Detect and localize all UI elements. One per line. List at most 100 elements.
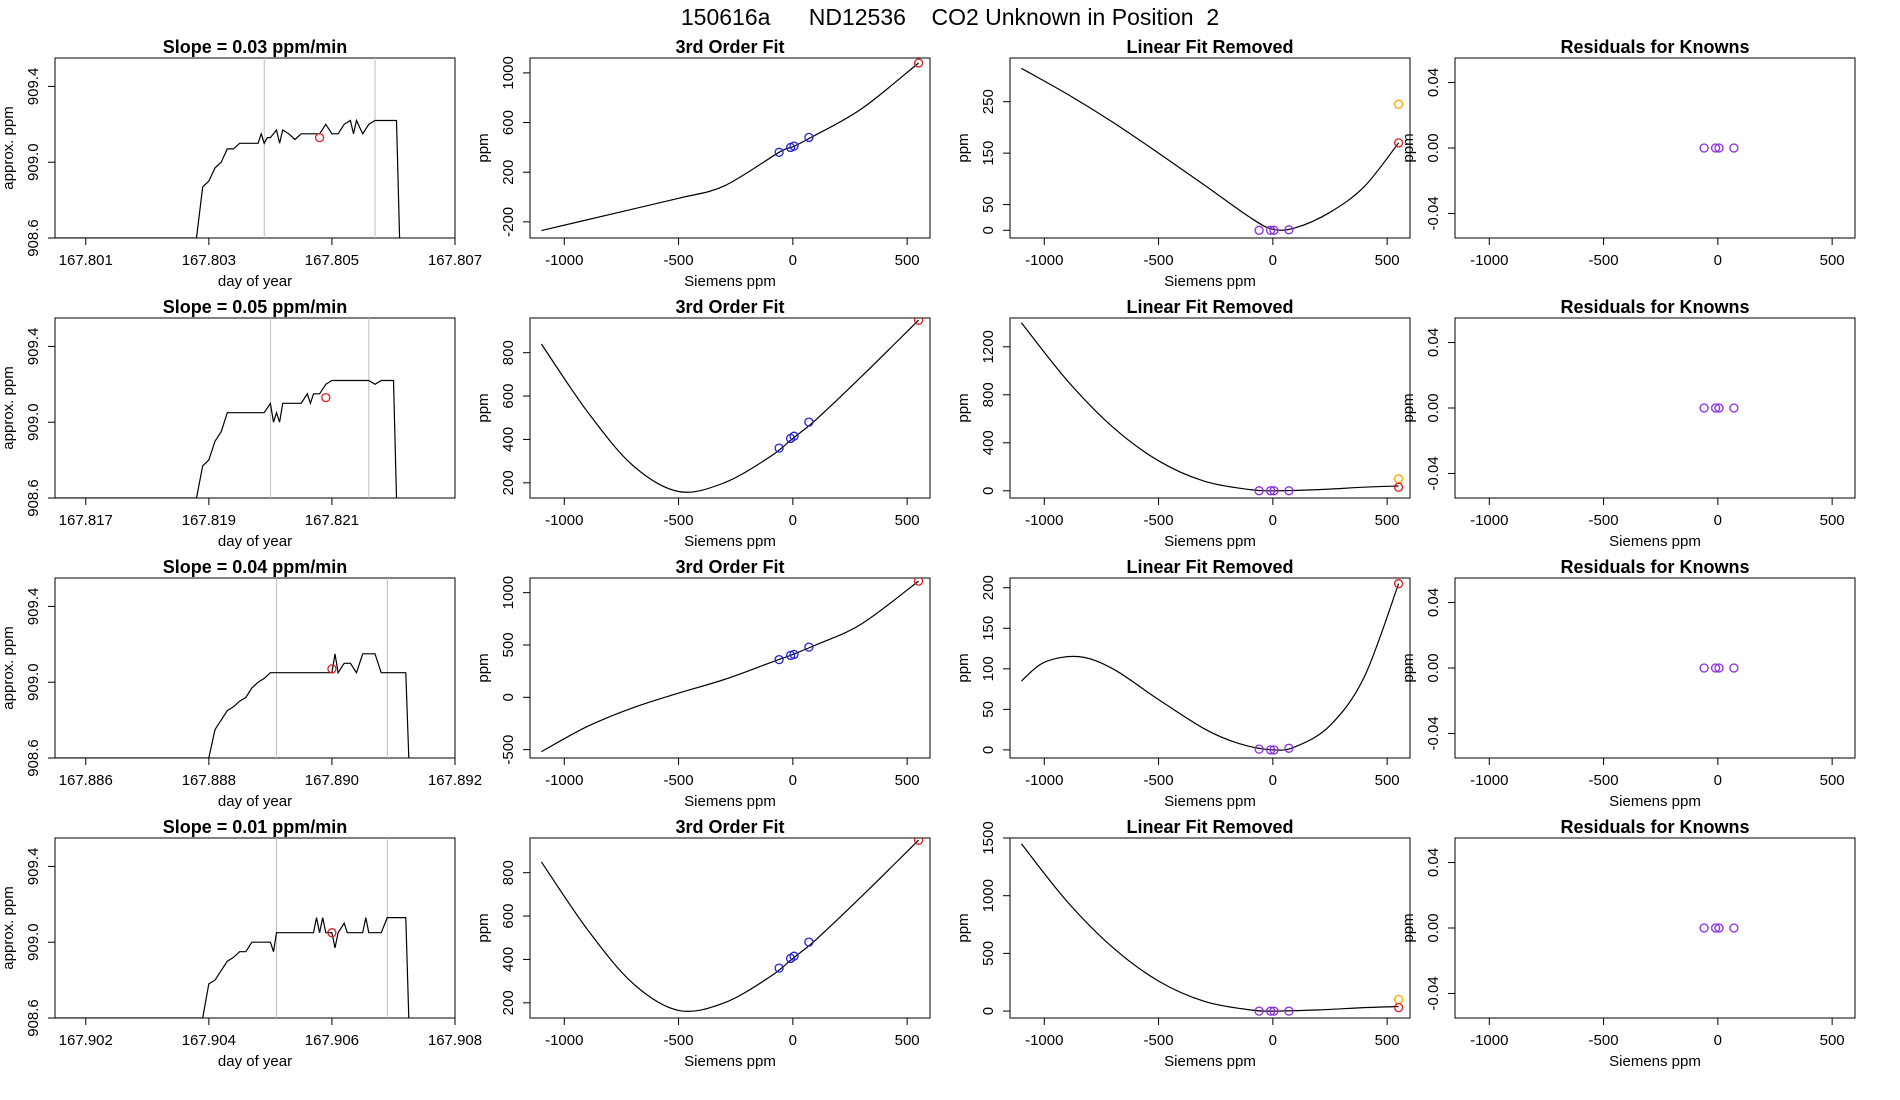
- fit-curve: [540, 839, 920, 1012]
- panel-4-3: Linear Fit Removed Siemens ppm ppm -1000 -50…: [955, 817, 1411, 1070]
- data-point: [1254, 744, 1264, 754]
- data-point: [1729, 663, 1739, 673]
- data-point: [1269, 486, 1279, 496]
- y-axis-label: ppm: [475, 913, 492, 942]
- y-axis-label: approx. ppm: [0, 366, 17, 449]
- x-axis-label: Siemens ppm: [1164, 1053, 1256, 1070]
- data-point: [1393, 994, 1404, 1005]
- panel-3-2: 3rd Order Fit Siemens ppm ppm -1000 -500 0 500…: [475, 557, 931, 810]
- y-axis-label: ppm: [955, 653, 972, 682]
- panel-title: Slope = 0.04 ppm/min: [163, 557, 348, 577]
- y-tick-label: 200: [500, 990, 517, 1015]
- x-tick-label: 500: [1820, 252, 1845, 269]
- x-tick-label: 500: [1820, 512, 1845, 529]
- data-point: [804, 937, 814, 947]
- data-point: [913, 318, 924, 325]
- x-tick-label: 167.888: [182, 772, 236, 789]
- x-tick-label: 167.805: [305, 252, 359, 269]
- plot-frame: [1009, 837, 1411, 1019]
- data-point: [1393, 138, 1404, 148]
- y-tick-label: 800: [500, 860, 517, 885]
- panel-4-2: 3rd Order Fit Siemens ppm ppm -1000 -500 0 500…: [475, 817, 931, 1070]
- panel-title: Slope = 0.01 ppm/min: [163, 817, 348, 837]
- y-tick-label: 0.04: [1425, 328, 1442, 357]
- trace-line: [55, 653, 410, 758]
- y-tick-label: 400: [500, 947, 517, 972]
- fit-curve: [1021, 583, 1400, 751]
- data-point: [774, 443, 784, 453]
- x-axis-label: day of year: [218, 793, 292, 810]
- y-tick-label: 150: [980, 141, 997, 166]
- x-tick-label: 500: [895, 252, 920, 269]
- plot-frame: [529, 837, 931, 1019]
- y-tick-label: 908.6: [25, 739, 42, 777]
- data-point: [1265, 745, 1276, 755]
- x-axis-label: day of year: [218, 273, 292, 290]
- x-tick-label: 500: [1375, 512, 1400, 529]
- data-point: [774, 147, 784, 157]
- x-axis-label: Siemens ppm: [1609, 533, 1701, 550]
- y-tick-label: 909.4: [25, 588, 42, 626]
- x-tick-label: 0: [789, 252, 797, 269]
- y-tick-label: 1000: [980, 879, 997, 912]
- x-tick-label: -500: [1589, 1032, 1619, 1049]
- plot-frame: [1454, 57, 1856, 239]
- y-tick-label: 909.0: [25, 663, 42, 701]
- x-tick-label: 167.906: [305, 1032, 359, 1049]
- x-tick-label: 167.890: [305, 772, 359, 789]
- x-tick-label: -500: [1144, 1032, 1174, 1049]
- data-point: [1393, 474, 1404, 484]
- x-axis-label: Siemens ppm: [1164, 273, 1256, 290]
- plot-frame: [1009, 317, 1411, 499]
- x-axis-label: Siemens ppm: [1164, 793, 1256, 810]
- panel-1-1: Slope = 0.03 ppm/min day of year approx. p…: [0, 37, 482, 290]
- x-tick-label: -500: [1589, 252, 1619, 269]
- y-tick-label: 0: [980, 226, 997, 234]
- y-tick-label: 0.00: [1425, 653, 1442, 682]
- data-point: [1265, 225, 1276, 235]
- y-tick-label: 1000: [500, 56, 517, 89]
- data-point: [327, 664, 337, 674]
- y-tick-label: 909.0: [25, 403, 42, 441]
- data-point: [1699, 663, 1709, 673]
- y-tick-label: 909.0: [25, 143, 42, 181]
- trace-line: [55, 379, 398, 498]
- y-tick-label: 909.0: [25, 923, 42, 961]
- y-tick-label: 909.4: [25, 68, 42, 106]
- y-tick-label: 200: [980, 575, 997, 600]
- fit-curve: [1020, 843, 1399, 1012]
- y-axis-label: ppm: [1400, 133, 1417, 162]
- data-point: [804, 132, 814, 143]
- x-tick-label: 0: [1269, 1032, 1277, 1049]
- data-point: [1729, 403, 1739, 413]
- data-point: [1714, 923, 1724, 933]
- x-tick-label: 167.886: [59, 772, 113, 789]
- y-tick-label: 0.00: [1425, 393, 1442, 422]
- plot-frame: [54, 837, 456, 1019]
- panel-1-3: Linear Fit Removed Siemens ppm ppm -1000 -50…: [955, 37, 1411, 290]
- x-tick-label: -500: [664, 1032, 694, 1049]
- x-tick-label: -1000: [1470, 772, 1508, 789]
- x-axis-label: Siemens ppm: [684, 533, 776, 550]
- y-tick-label: 50: [980, 701, 997, 718]
- x-axis-label: day of year: [218, 533, 292, 550]
- plot-frame: [54, 57, 456, 239]
- data-point: [1254, 225, 1264, 235]
- data-point: [1284, 486, 1294, 496]
- fit-curve: [541, 62, 919, 232]
- data-point: [1269, 745, 1279, 755]
- y-tick-label: 0.04: [1425, 68, 1442, 97]
- plot-frame: [1454, 837, 1856, 1019]
- data-point: [804, 642, 814, 652]
- data-point: [1284, 225, 1294, 235]
- data-point: [1254, 486, 1264, 496]
- y-axis-label: ppm: [1400, 393, 1417, 422]
- data-point: [1254, 1006, 1264, 1016]
- data-point: [913, 58, 924, 68]
- y-axis-label: ppm: [475, 393, 492, 422]
- y-tick-label: 0: [980, 487, 997, 495]
- x-tick-label: 500: [895, 512, 920, 529]
- panel-4-1: Slope = 0.01 ppm/min day of year approx. p…: [0, 817, 482, 1070]
- y-axis-label: ppm: [955, 393, 972, 422]
- data-point: [1265, 486, 1276, 496]
